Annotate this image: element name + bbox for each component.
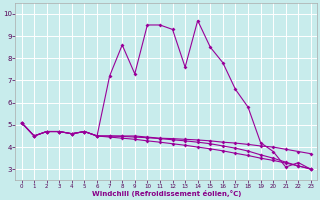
X-axis label: Windchill (Refroidissement éolien,°C): Windchill (Refroidissement éolien,°C) [92, 190, 241, 197]
